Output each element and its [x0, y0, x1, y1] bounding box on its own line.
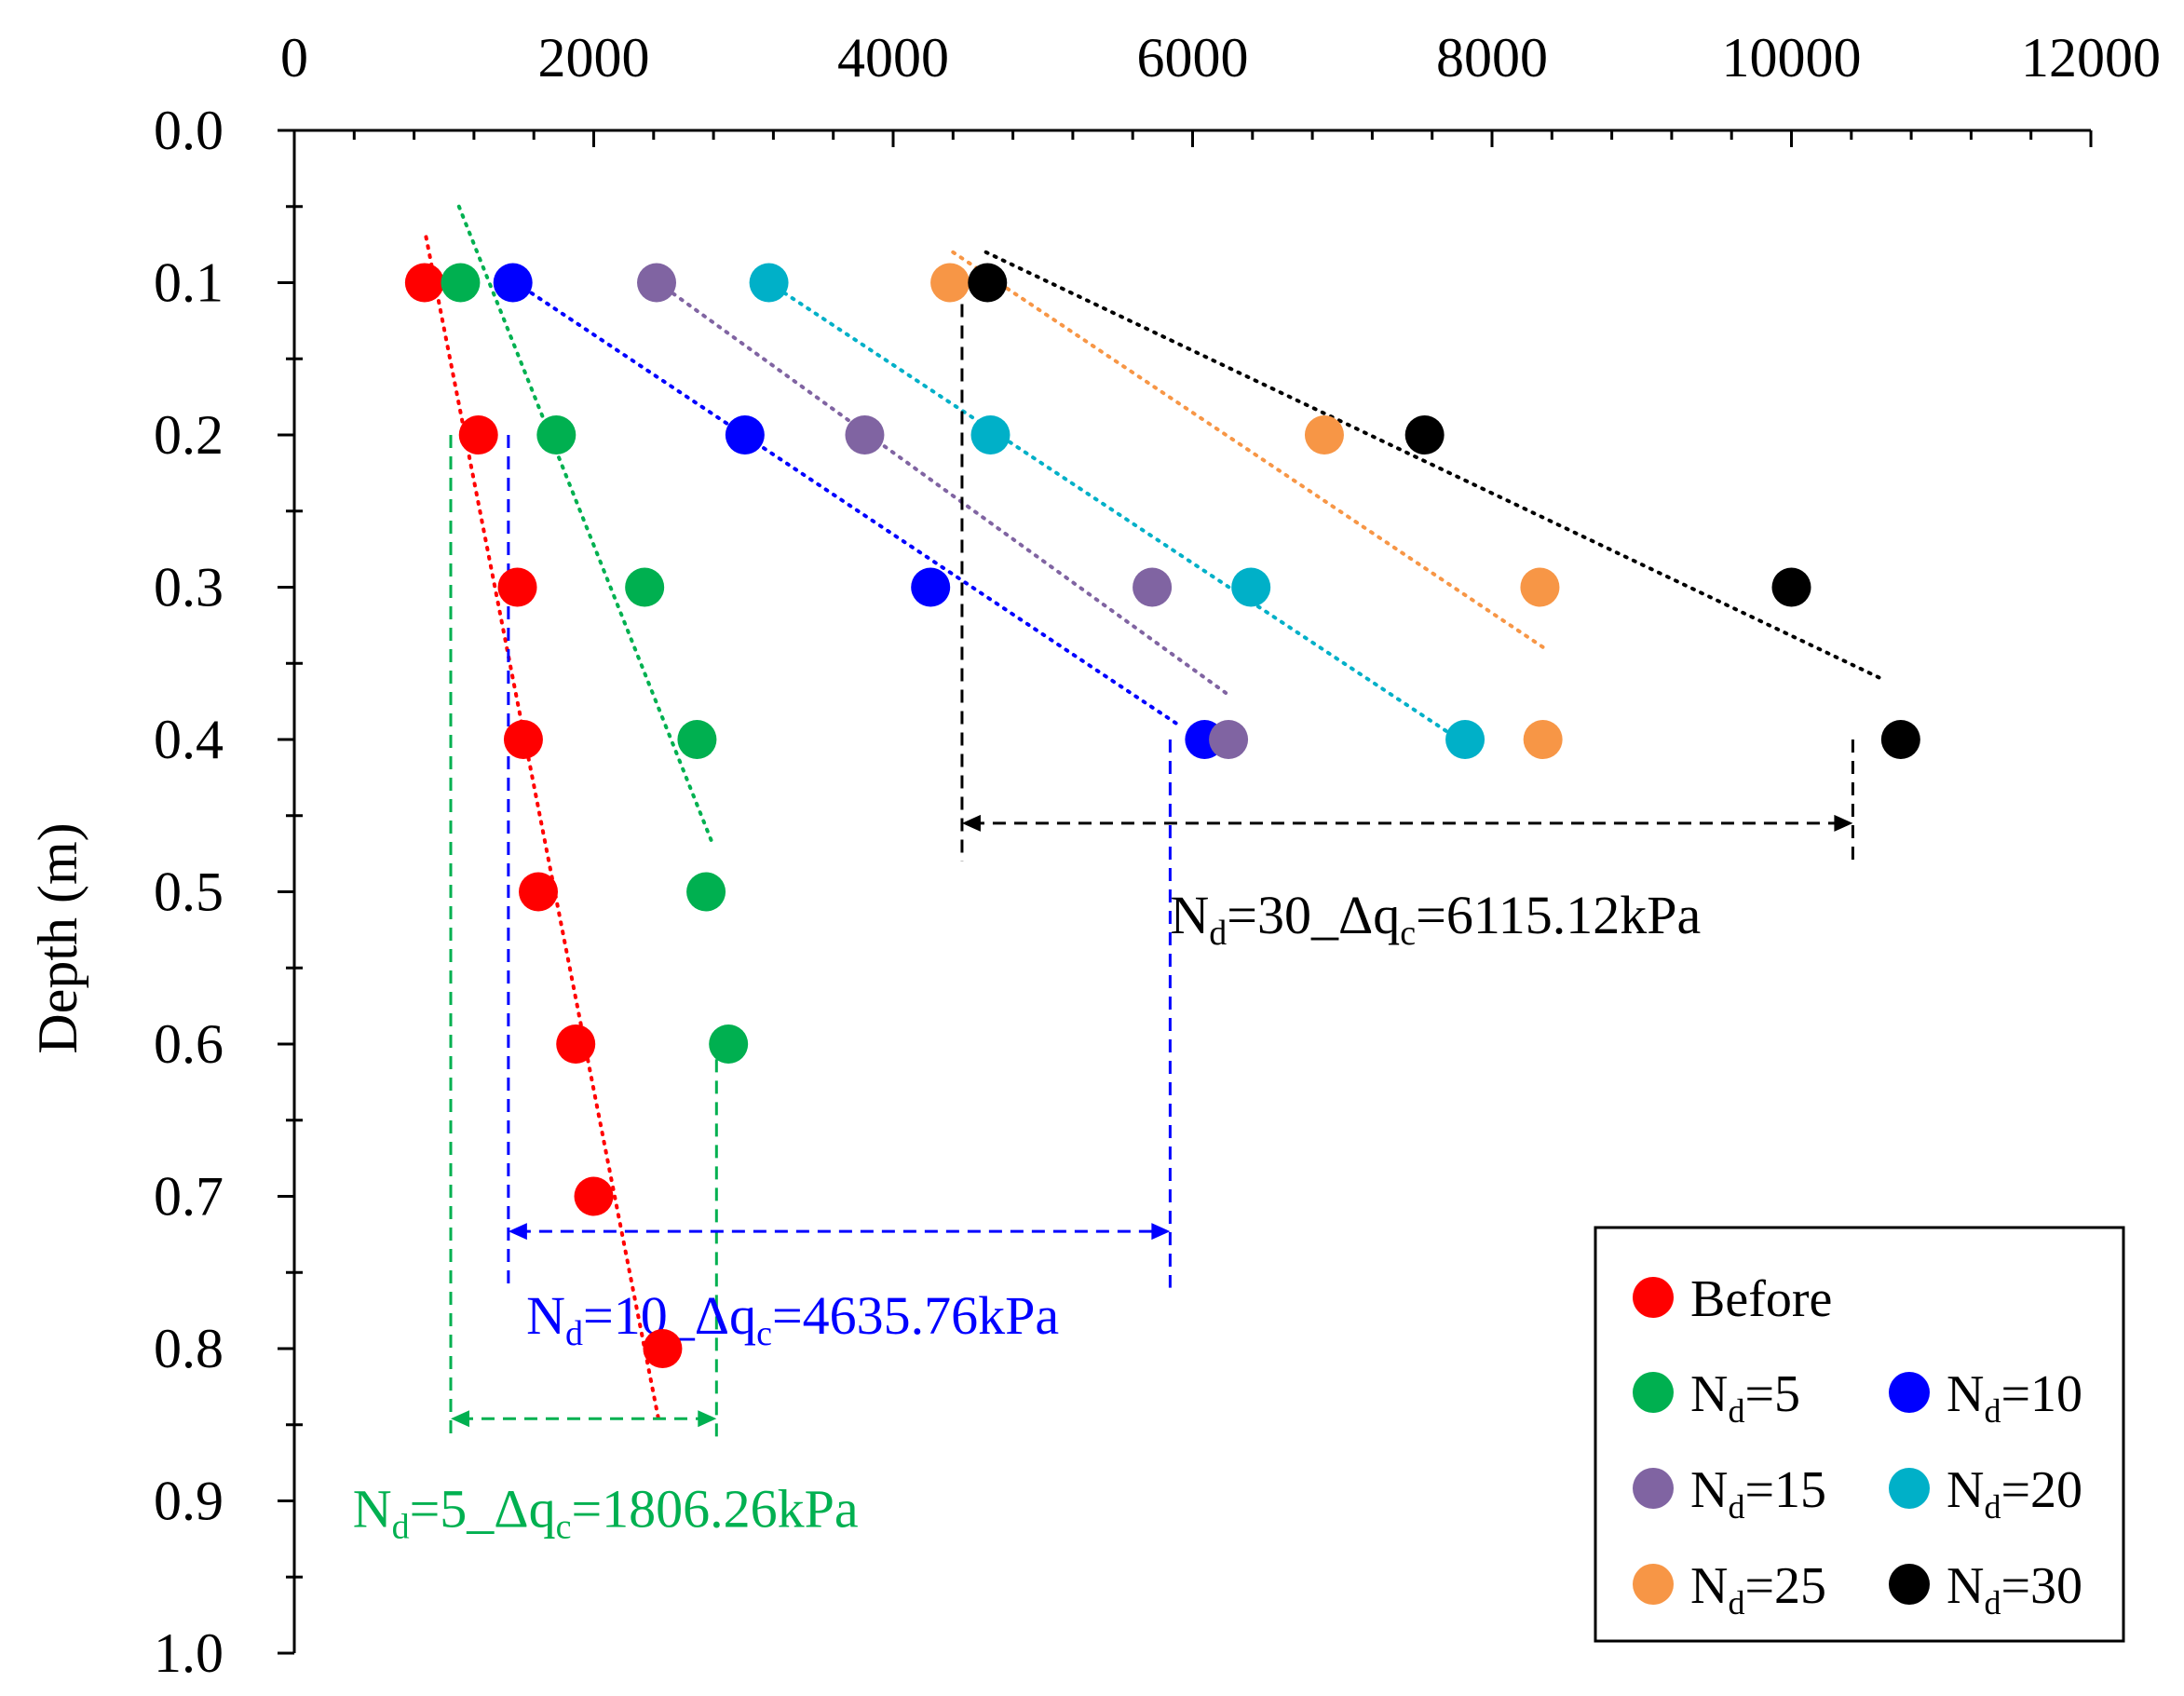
point-series-2 — [725, 415, 765, 455]
trendline-1 — [456, 204, 716, 848]
annotation-arrowhead-right-nd30 — [1834, 814, 1853, 832]
y-tick-label: 0.8 — [154, 1318, 224, 1379]
trendlines-layer — [424, 204, 1883, 1427]
y-tick-label: 0.2 — [154, 404, 224, 466]
points-layer — [404, 263, 1920, 1368]
annotation-label-nd10: Nd=10_Δqc=4635.76kPa — [526, 1285, 1059, 1353]
point-series-1 — [709, 1024, 749, 1064]
point-series-5 — [1520, 567, 1560, 607]
point-series-4 — [1231, 567, 1271, 607]
legend-marker-5 — [1633, 1564, 1674, 1605]
legend-marker-4 — [1889, 1468, 1930, 1509]
point-series-2 — [911, 567, 951, 607]
x-tick-label: 0 — [280, 27, 308, 88]
x-tick-label: 6000 — [1137, 27, 1249, 88]
x-tick-label: 8000 — [1436, 27, 1548, 88]
annotation-arrowhead-left-nd5 — [450, 1410, 469, 1428]
y-tick-label: 1.0 — [154, 1622, 224, 1684]
point-series-6 — [1880, 720, 1920, 759]
point-series-5 — [1304, 415, 1344, 455]
annotation-arrowhead-left-nd30 — [961, 814, 981, 832]
point-series-1 — [677, 720, 717, 759]
point-series-6 — [1404, 415, 1445, 455]
point-series-0 — [556, 1024, 596, 1064]
point-series-0 — [503, 720, 543, 759]
point-series-4 — [749, 263, 789, 303]
point-series-3 — [637, 263, 677, 303]
y-tick-label: 0.9 — [154, 1471, 224, 1532]
legend-marker-3 — [1633, 1468, 1674, 1509]
legend-marker-6 — [1889, 1564, 1930, 1605]
legend-label-1: Nd=5 — [1690, 1365, 1800, 1430]
trendline-5 — [951, 250, 1547, 650]
y-tick-label: 0.5 — [154, 862, 224, 923]
trendline-2 — [513, 280, 1180, 726]
y-tick-label: 0.4 — [154, 709, 224, 770]
legend-marker-0 — [1633, 1277, 1674, 1318]
y-axis-title: Depth (m) — [27, 822, 88, 1053]
point-series-5 — [930, 263, 970, 303]
x-tick-label: 2000 — [538, 27, 650, 88]
point-series-6 — [968, 263, 1008, 303]
trendline-4 — [766, 280, 1461, 741]
x-tick-label: 12000 — [2021, 27, 2161, 88]
x-tick-label: 10000 — [1722, 27, 1862, 88]
annotation-arrowhead-right-nd5 — [698, 1410, 717, 1428]
trendline-3 — [656, 280, 1229, 696]
trendline-0 — [424, 235, 662, 1427]
point-series-6 — [1771, 567, 1811, 607]
legend-label-3: Nd=15 — [1690, 1461, 1826, 1526]
y-tick-label: 0.6 — [154, 1013, 224, 1075]
annotation-label-nd30: Nd=30_Δqc=6115.12kPa — [1170, 885, 1701, 953]
point-series-3 — [1209, 720, 1249, 759]
x-tick-label: 4000 — [837, 27, 949, 88]
point-series-0 — [458, 415, 498, 455]
legend-marker-2 — [1889, 1372, 1930, 1413]
axes-layer: 0 2000 4000 6000 8000 10000 12000 0.0 0.1 0.2 0.3 0… — [27, 27, 2161, 1684]
point-series-0 — [574, 1176, 614, 1216]
annotation-arrowhead-right-nd10 — [1151, 1223, 1171, 1241]
point-series-0 — [404, 263, 444, 303]
y-tick-label: 0.1 — [154, 252, 224, 314]
legend-box — [1594, 1226, 2125, 1643]
legend-label-5: Nd=25 — [1690, 1557, 1826, 1621]
legend-marker-1 — [1633, 1372, 1674, 1413]
point-series-1 — [625, 567, 665, 607]
legend-label-6: Nd=30 — [1947, 1557, 2082, 1621]
point-series-0 — [643, 1329, 683, 1368]
legend-label-0: Before — [1690, 1270, 1832, 1328]
point-series-3 — [1133, 567, 1173, 607]
annotations-layer: Nd=5_Δqc=1806.26kPa Nd=10_Δqc=4635.76kPa N… — [353, 282, 1854, 1547]
legend-label-2: Nd=10 — [1947, 1365, 2082, 1430]
point-series-5 — [1523, 720, 1563, 759]
point-series-4 — [970, 415, 1011, 455]
y-tick-label: 0.7 — [154, 1166, 224, 1228]
point-series-1 — [536, 415, 577, 455]
y-tick-label: 0.0 — [154, 100, 224, 161]
point-series-2 — [493, 263, 533, 303]
y-tick-label: 0.3 — [154, 557, 224, 618]
annotation-label-nd5: Nd=5_Δqc=1806.26kPa — [353, 1479, 859, 1547]
point-series-3 — [845, 415, 885, 455]
point-series-1 — [441, 263, 481, 303]
legend-label-4: Nd=20 — [1947, 1461, 2082, 1526]
annotation-arrowhead-left-nd10 — [508, 1223, 527, 1241]
point-series-0 — [497, 567, 537, 607]
legend: Before Nd=5 Nd=10 Nd=15 Nd=20 Nd=25 Nd=30 — [1594, 1226, 2125, 1643]
point-series-1 — [686, 872, 726, 912]
point-series-4 — [1445, 720, 1485, 759]
trendline-6 — [983, 250, 1883, 681]
point-series-0 — [519, 872, 559, 912]
